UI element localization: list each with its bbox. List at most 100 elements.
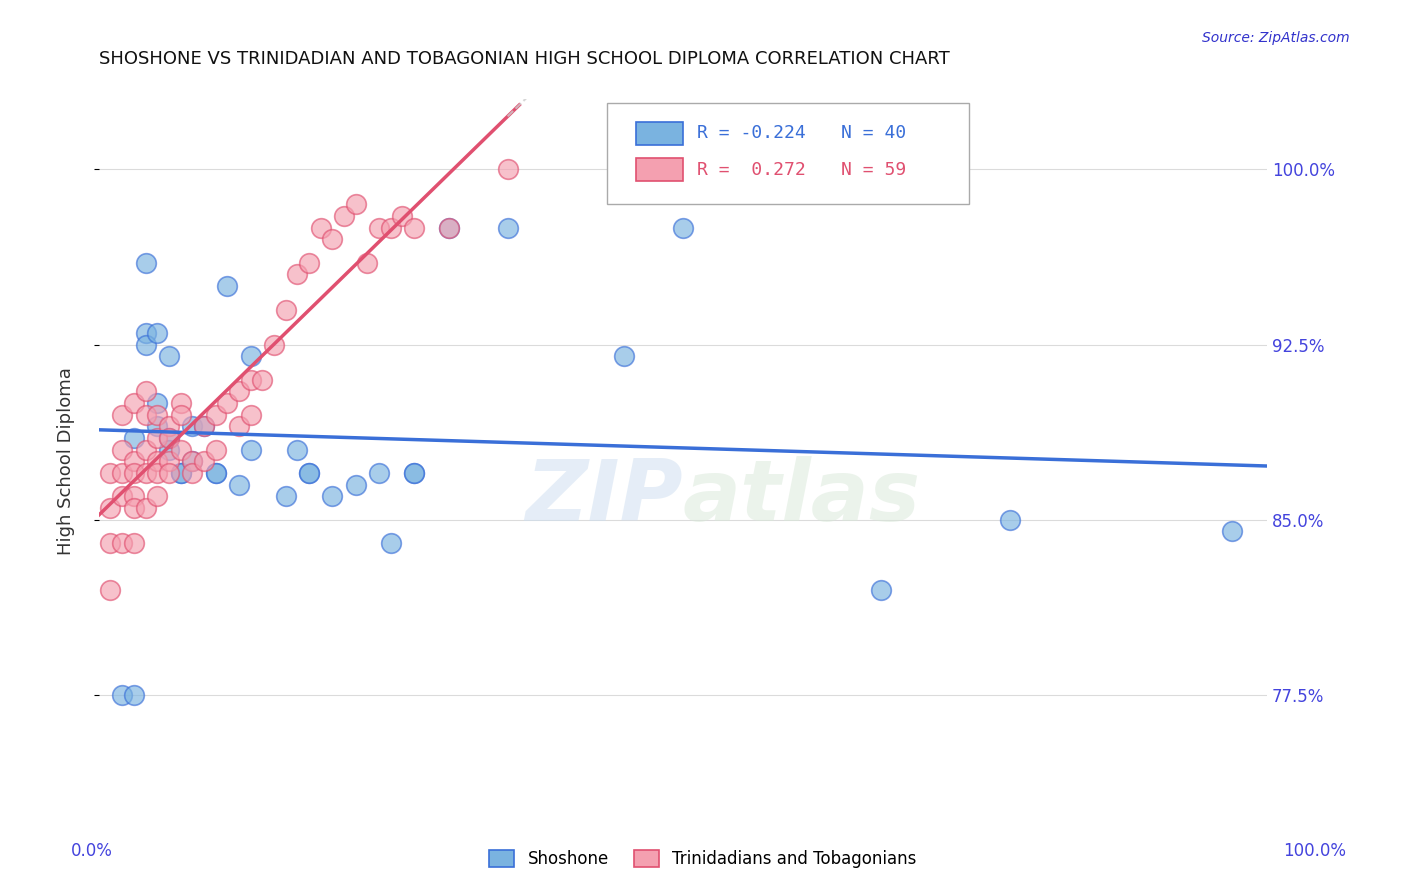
Point (217, 279, 239, 293)
Point (287, 268, 309, 282)
Point (134, 384, 156, 399)
Point (344, 197, 367, 211)
Point (157, 442, 180, 457)
FancyBboxPatch shape (636, 158, 683, 181)
Point (146, 419, 169, 434)
Text: 100.0%: 100.0% (1284, 842, 1346, 860)
Point (181, 454, 204, 468)
Point (439, 220, 461, 235)
Point (100, 582, 122, 597)
Point (239, 349, 262, 363)
Point (193, 419, 215, 434)
Point (122, 501, 145, 516)
Point (298, 466, 321, 480)
Point (613, 349, 636, 363)
Point (368, 220, 391, 235)
Legend: Shoshone, Trinidadians and Tobagonians: Shoshone, Trinidadians and Tobagonians (482, 843, 924, 875)
Point (122, 688, 145, 702)
Point (228, 384, 250, 399)
Text: N = 59: N = 59 (841, 161, 905, 178)
Point (404, 220, 426, 235)
Point (391, 209, 413, 223)
Point (181, 454, 204, 468)
Point (122, 466, 145, 480)
Point (169, 408, 191, 422)
Point (298, 256, 321, 270)
Point (134, 501, 156, 516)
Point (111, 490, 134, 504)
Point (404, 466, 426, 480)
Point (111, 442, 134, 457)
Point (146, 454, 169, 468)
Point (193, 419, 215, 434)
Point (998, 513, 1021, 527)
Point (169, 466, 191, 480)
Point (122, 490, 145, 504)
Point (239, 373, 262, 387)
Point (344, 477, 367, 491)
Point (134, 442, 156, 457)
Point (122, 536, 145, 550)
Point (263, 337, 285, 351)
Point (672, 220, 695, 235)
Point (274, 302, 297, 317)
Point (204, 466, 226, 480)
Point (122, 396, 145, 410)
Point (146, 408, 169, 422)
Point (309, 220, 332, 235)
Point (380, 220, 402, 235)
Point (134, 337, 156, 351)
Point (368, 466, 391, 480)
Point (239, 442, 262, 457)
Point (146, 466, 169, 480)
Point (217, 396, 239, 410)
Point (157, 349, 180, 363)
Point (157, 419, 180, 434)
Point (100, 536, 122, 550)
Point (169, 396, 191, 410)
Point (870, 582, 893, 597)
Point (404, 466, 426, 480)
Point (204, 408, 226, 422)
Text: SHOSHONE VS TRINIDADIAN AND TOBAGONIAN HIGH SCHOOL DIPLOMA CORRELATION CHART: SHOSHONE VS TRINIDADIAN AND TOBAGONIAN H… (98, 50, 949, 68)
Point (321, 232, 343, 246)
FancyBboxPatch shape (607, 103, 969, 204)
Point (111, 688, 134, 702)
Point (380, 536, 402, 550)
Point (356, 256, 378, 270)
Point (204, 466, 226, 480)
Point (157, 431, 180, 445)
Point (100, 501, 122, 516)
Point (287, 442, 309, 457)
Point (228, 477, 250, 491)
Point (157, 466, 180, 480)
Point (181, 466, 204, 480)
Point (298, 466, 321, 480)
Point (252, 373, 274, 387)
Point (111, 466, 134, 480)
Y-axis label: High School Diploma: High School Diploma (58, 368, 75, 556)
Text: R =  0.272: R = 0.272 (697, 161, 806, 178)
Text: ZIP: ZIP (526, 456, 683, 539)
Point (181, 419, 204, 434)
Point (122, 431, 145, 445)
Text: N = 40: N = 40 (841, 124, 905, 143)
Text: 0.0%: 0.0% (70, 842, 112, 860)
Point (193, 454, 215, 468)
Point (169, 442, 191, 457)
Point (274, 490, 297, 504)
Point (157, 454, 180, 468)
Point (146, 431, 169, 445)
Text: Source: ZipAtlas.com: Source: ZipAtlas.com (1202, 31, 1350, 45)
Point (134, 326, 156, 340)
Point (100, 466, 122, 480)
Point (134, 256, 156, 270)
Point (333, 209, 356, 223)
Point (134, 466, 156, 480)
Point (111, 536, 134, 550)
Text: R = -0.224: R = -0.224 (697, 124, 806, 143)
Point (146, 326, 169, 340)
Text: atlas: atlas (683, 456, 921, 539)
Point (321, 490, 343, 504)
Point (169, 466, 191, 480)
